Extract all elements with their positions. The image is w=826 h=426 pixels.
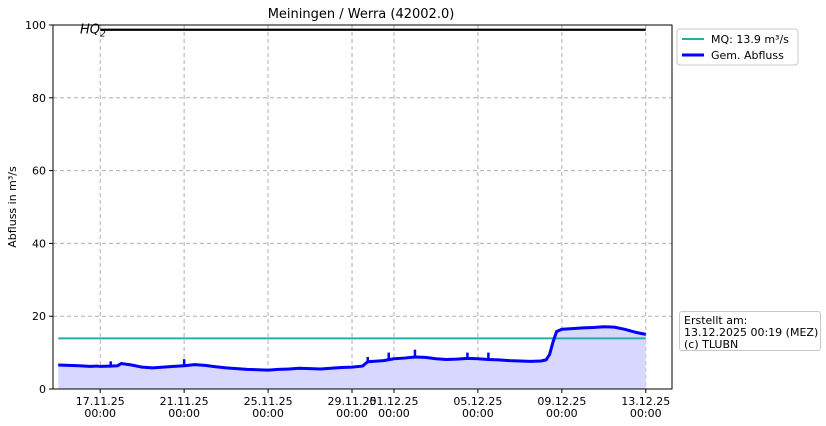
y-axis-label: Abfluss in m³/s bbox=[6, 166, 19, 248]
y-tick-label: 0 bbox=[39, 383, 46, 396]
x-tick-sublabel: 00:00 bbox=[168, 407, 200, 420]
x-tick-sublabel: 00:00 bbox=[336, 407, 368, 420]
legend: MQ: 13.9 m³/s Gem. Abfluss bbox=[676, 28, 799, 66]
x-tick-label: 05.12.25 bbox=[453, 395, 502, 408]
y-tick-label: 20 bbox=[32, 310, 46, 323]
hq2-label: HQ2 bbox=[80, 23, 106, 40]
fill-layer bbox=[58, 326, 646, 389]
line-layer: HQ2 bbox=[58, 23, 647, 372]
y-tick-label: 80 bbox=[32, 92, 46, 105]
x-tick-sublabel: 00:00 bbox=[462, 407, 494, 420]
axis-layer: 02040608010017.11.2500:0021.11.2500:0025… bbox=[25, 19, 673, 420]
legend-box bbox=[676, 28, 799, 66]
y-tick-label: 40 bbox=[32, 237, 46, 250]
flow-area-fill bbox=[58, 326, 646, 389]
x-tick-label: 13.12.25 bbox=[621, 395, 670, 408]
info-created-label: Erstellt am: bbox=[684, 314, 748, 327]
x-tick-sublabel: 00:00 bbox=[84, 407, 116, 420]
x-tick-label: 17.11.25 bbox=[76, 395, 125, 408]
legend-label: MQ: 13.9 m³/s bbox=[711, 33, 789, 46]
x-tick-label: 01.12.25 bbox=[369, 395, 418, 408]
info-box: Erstellt am: 13.12.2025 00:19 (MEZ) (c) … bbox=[679, 311, 821, 351]
plot-frame bbox=[52, 24, 673, 390]
chart-title: Meiningen / Werra (42002.0) bbox=[268, 7, 455, 22]
x-tick-label: 29.11.25 bbox=[328, 395, 377, 408]
x-tick-label: 25.11.25 bbox=[244, 395, 293, 408]
x-tick-label: 21.11.25 bbox=[160, 395, 209, 408]
y-tick-label: 60 bbox=[32, 165, 46, 178]
info-created-date: 13.12.2025 00:19 (MEZ) bbox=[684, 326, 819, 339]
x-tick-sublabel: 00:00 bbox=[546, 407, 578, 420]
x-tick-label: 09.12.25 bbox=[537, 395, 586, 408]
y-tick-label: 100 bbox=[25, 19, 46, 32]
flow-line bbox=[58, 325, 647, 372]
info-copyright: (c) TLUBN bbox=[684, 338, 739, 351]
x-tick-sublabel: 00:00 bbox=[630, 407, 662, 420]
x-tick-sublabel: 00:00 bbox=[252, 407, 284, 420]
legend-label: Gem. Abfluss bbox=[711, 49, 784, 62]
x-tick-sublabel: 00:00 bbox=[378, 407, 410, 420]
